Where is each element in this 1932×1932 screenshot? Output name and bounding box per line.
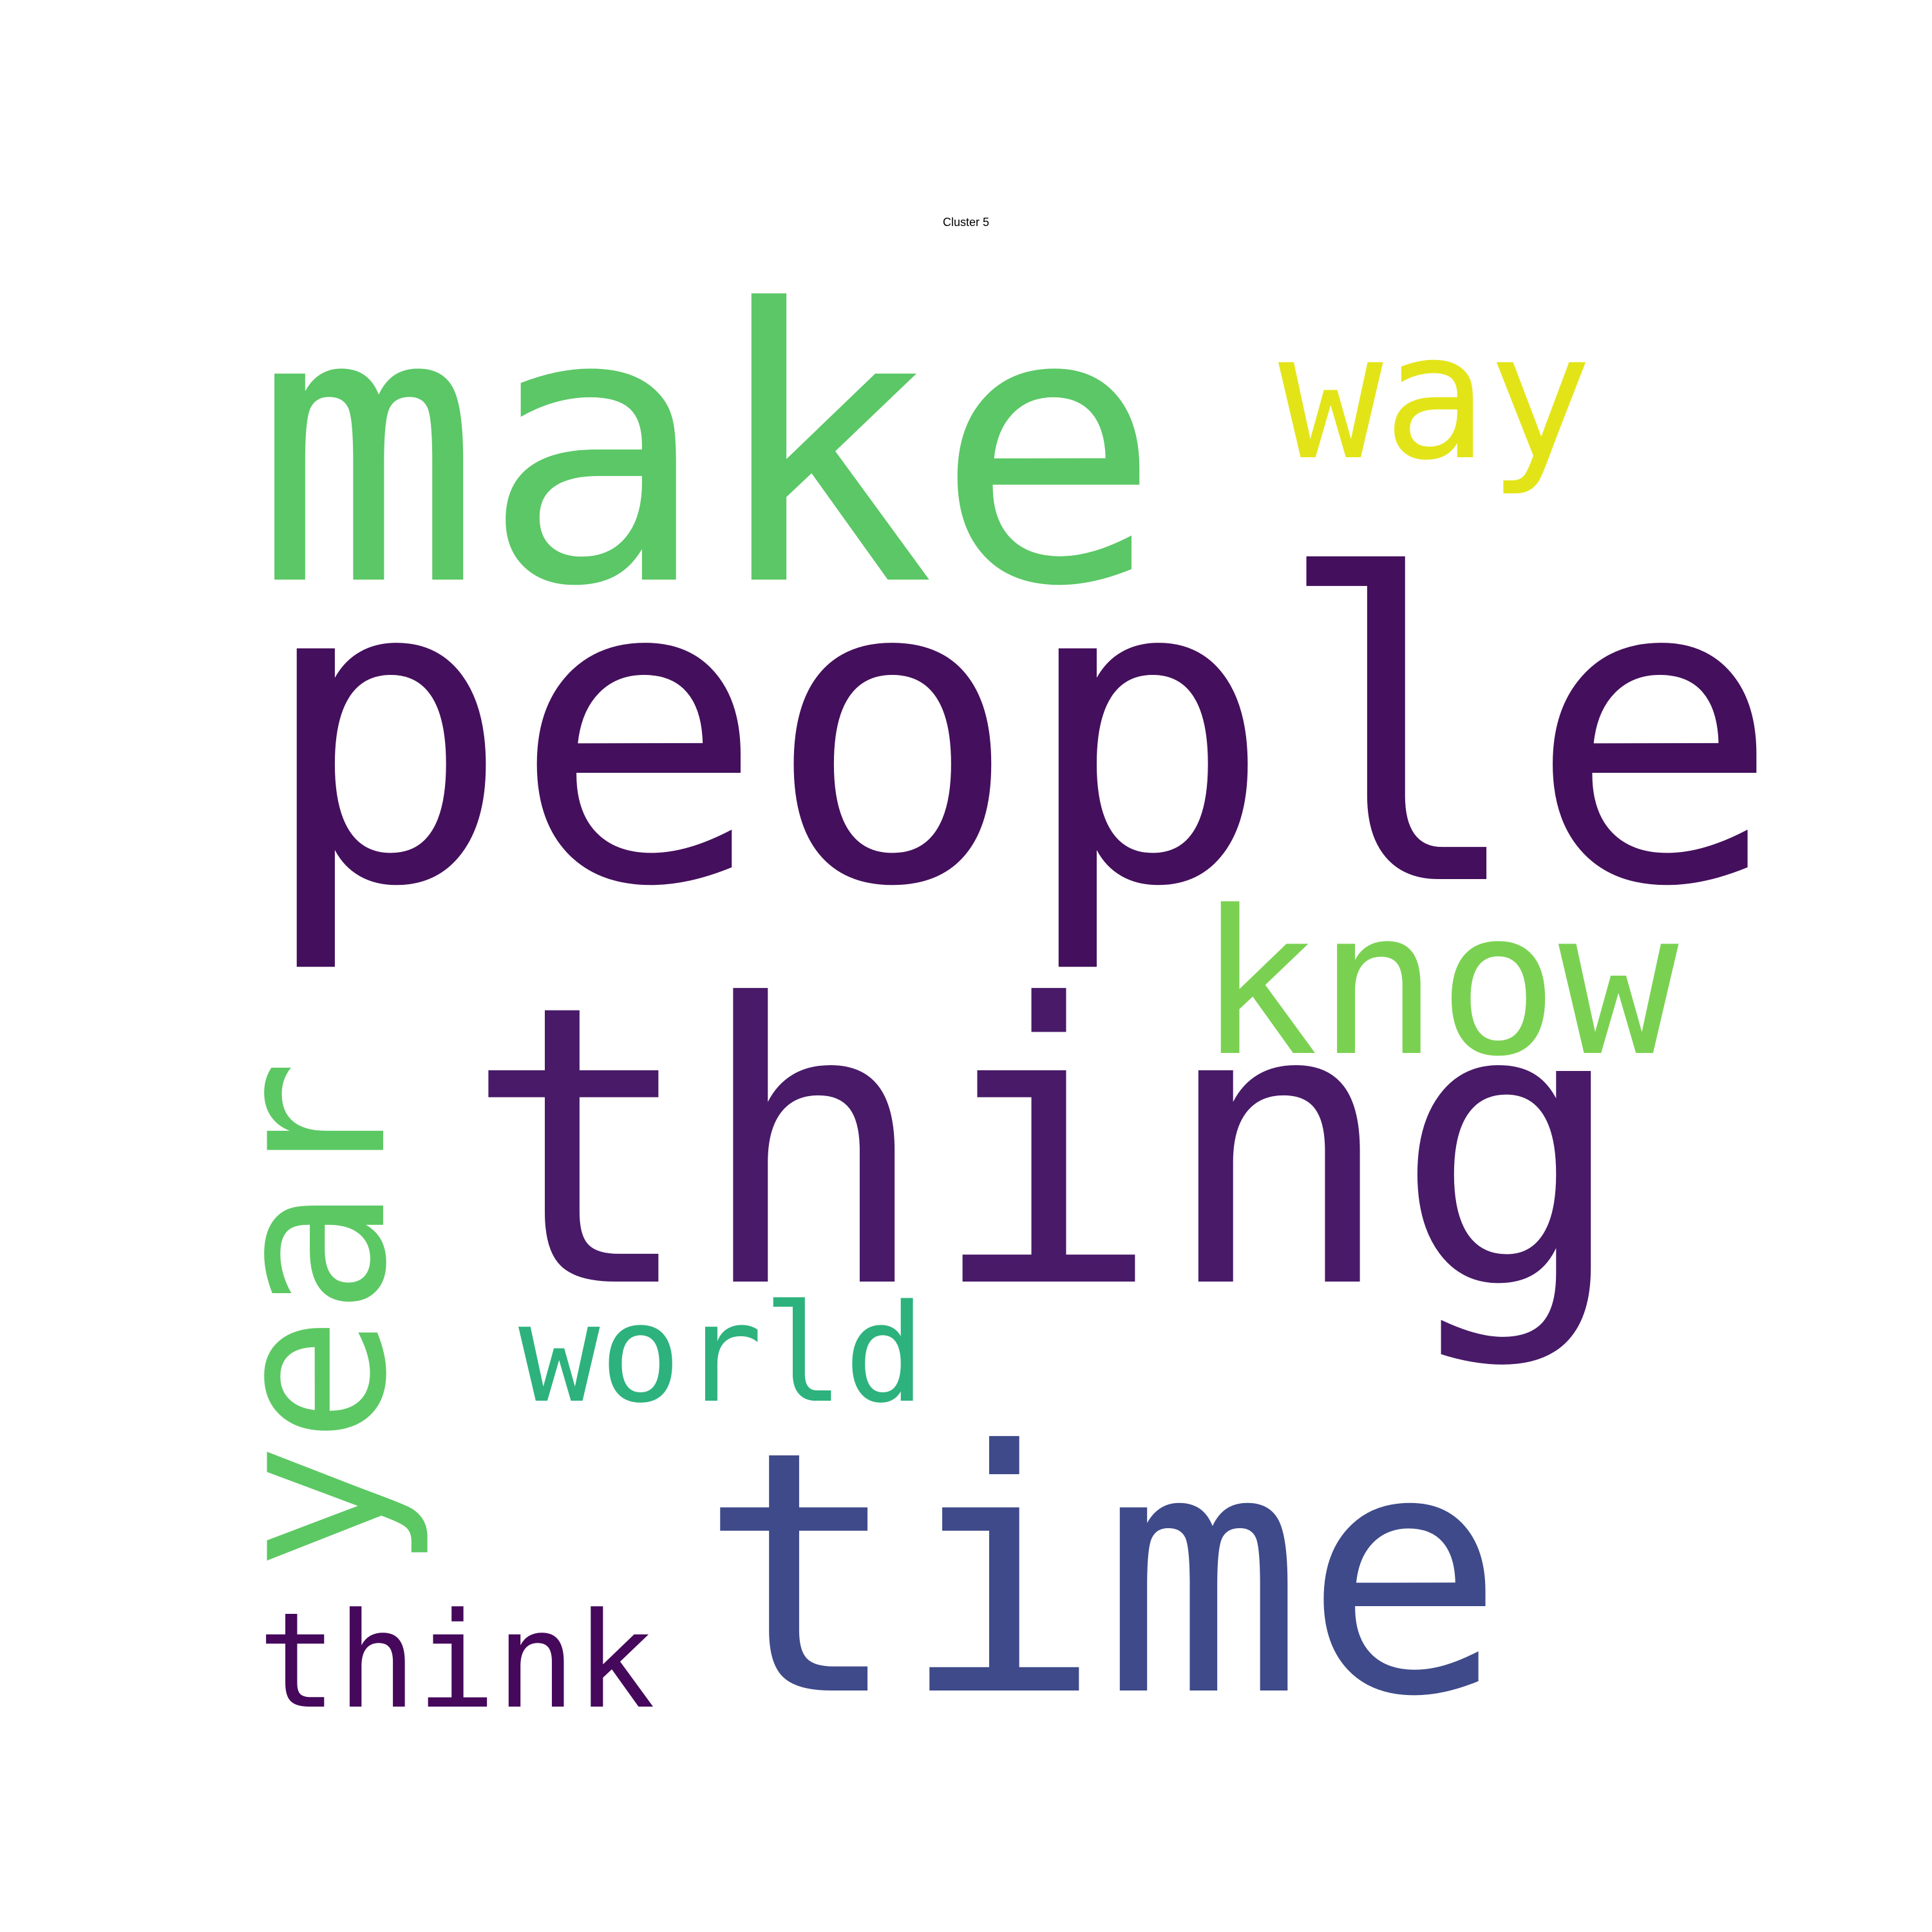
word-way: way bbox=[1278, 296, 1593, 498]
word-world: world bbox=[518, 1275, 925, 1433]
word-make: make bbox=[254, 230, 1162, 668]
word-think: think bbox=[258, 1585, 655, 1738]
word-thing: thing bbox=[464, 923, 1627, 1373]
chart-title: Cluster 5 bbox=[942, 216, 990, 229]
word-time: time bbox=[699, 1379, 1505, 1770]
word-know: know bbox=[1198, 868, 1680, 1101]
word-year: year bbox=[186, 1059, 433, 1571]
word-people: people bbox=[258, 488, 1781, 979]
